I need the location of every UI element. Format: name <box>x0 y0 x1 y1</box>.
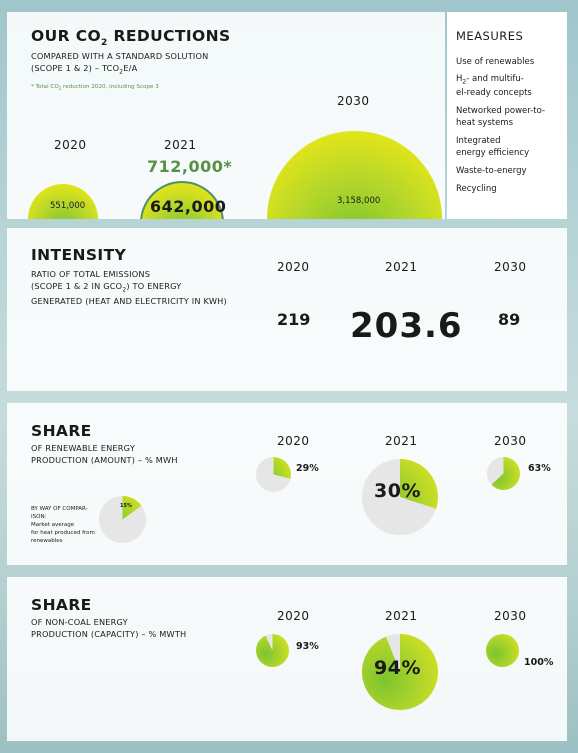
intensity-panel: INTENSITY RATIO OF TOTAL EMISSIONS (SCOP… <box>7 228 567 391</box>
reductions-footnote-text: * Total CO <box>31 84 59 90</box>
reductions-title: OUR CO2 REDUCTIONS <box>31 27 231 48</box>
intensity-subtitle-line3: GENERATED (HEAT AND ELECTRICITY IN kWh) <box>31 295 227 306</box>
renewable-label-2020: 29% <box>296 463 319 474</box>
reductions-year-2021: 2021 <box>164 138 197 152</box>
reductions-panel: OUR CO2 REDUCTIONS COMPARED WITH A STAND… <box>7 12 445 219</box>
reductions-subtitle: COMPARED WITH A STANDARD SOLUTION (SCOPE… <box>31 51 209 78</box>
bubble-label-2021: 642,000 <box>150 197 227 216</box>
noncoal-year-2021: 2021 <box>385 609 418 623</box>
comparison-line-1: BY WAY OF COMPAR- <box>31 506 88 512</box>
intensity-title: INTENSITY <box>31 246 127 264</box>
intensity-year-2020: 2020 <box>277 260 310 274</box>
renewable-year-2020: 2020 <box>277 434 310 448</box>
intensity-subtitle-line2-text: (SCOPE 1 & 2 IN gCO <box>31 280 123 291</box>
reductions-total-2021: 712,000* <box>147 157 233 176</box>
intensity-value-2021: 203.6 <box>350 306 463 346</box>
noncoal-year-2030: 2030 <box>494 609 527 623</box>
renewable-subtitle: OF RENEWABLE ENERGY PRODUCTION (AMOUNT) … <box>31 443 178 466</box>
comparison-line-4: for heat produced from <box>31 530 95 536</box>
intensity-year-2030: 2030 <box>494 260 527 274</box>
noncoal-pie-2020 <box>256 634 289 667</box>
renewable-pie-2030 <box>487 457 520 490</box>
noncoal-pie-2030 <box>486 634 519 667</box>
reductions-subtitle-line2-text: (SCOPE 1 & 2) – tCO <box>31 62 120 73</box>
reductions-title-text: OUR CO <box>31 27 102 45</box>
renewable-subtitle-line1: OF RENEWABLE ENERGY <box>31 443 136 453</box>
reductions-title-end: REDUCTIONS <box>107 27 231 45</box>
reductions-footnote: * Total CO2 reduction 2020, including Sc… <box>31 84 159 91</box>
measures-item-renewables: Use of renewables <box>456 57 534 69</box>
measures-item-recycling: Recycling <box>456 184 497 196</box>
intensity-year-2021: 2021 <box>385 260 418 274</box>
bubble-label-2020: 551,000 <box>50 201 86 211</box>
reductions-subtitle-sub: 2 <box>119 68 124 76</box>
noncoal-label-2030: 100% <box>524 657 554 668</box>
renewable-panel: SHARE OF RENEWABLE ENERGY PRODUCTION (AM… <box>7 403 567 565</box>
noncoal-panel: SHARE OF NON-COAL ENERGY PRODUCTION (CAP… <box>7 577 567 741</box>
reductions-year-2020: 2020 <box>54 138 87 152</box>
noncoal-title: SHARE <box>31 596 92 614</box>
reductions-footnote-sub: 2 <box>58 86 62 92</box>
measures-item-renewables-text: Use of renewables <box>456 57 535 67</box>
comparison-line-3: Market average <box>31 522 75 528</box>
noncoal-subtitle-line2: PRODUCTION (CAPACITY) – % MWth <box>31 628 187 639</box>
renewable-pie-2020 <box>256 457 291 492</box>
reductions-title-sub: 2 <box>101 38 108 49</box>
renewable-year-2030: 2030 <box>494 434 527 448</box>
measures-panel: MEASURES Use of renewables H2- and multi… <box>447 12 567 219</box>
renewable-comparison-pie <box>99 496 146 543</box>
noncoal-label-2021: 94% <box>374 657 421 679</box>
bubble-label-2030: 3,158,000 <box>337 196 381 206</box>
measures-item-efficiency: Integrated energy efficiency <box>456 136 529 159</box>
measures-title: MEASURES <box>456 29 524 43</box>
noncoal-subtitle-line1: OF NON-COAL ENERGY <box>31 617 128 627</box>
noncoal-label-2020: 93% <box>296 641 319 652</box>
reductions-subtitle-end: e/a <box>123 62 138 73</box>
renewable-label-2030: 63% <box>528 463 551 474</box>
intensity-subtitle-line2-end: ) TO ENERGY <box>126 280 182 291</box>
renewable-comparison-text: BY WAY OF COMPAR- ISON: Market average f… <box>31 505 95 545</box>
renewable-comparison-label: 15% <box>120 503 132 509</box>
reductions-subtitle-line2: (SCOPE 1 & 2) – tCO2e/a <box>31 63 209 78</box>
reductions-subtitle-line1: COMPARED WITH A STANDARD SOLUTION <box>31 51 209 61</box>
measures-item-efficiency-line2: energy efficiency <box>456 147 530 158</box>
comparison-line-5: renewables <box>31 538 63 544</box>
reductions-footnote-end: reduction 2020, including Scope 3 <box>61 84 159 90</box>
intensity-subtitle-sub: 2 <box>122 286 127 294</box>
intensity-value-2020: 219 <box>277 310 311 329</box>
renewable-label-2021: 30% <box>374 480 421 502</box>
noncoal-year-2020: 2020 <box>277 609 310 623</box>
renewable-subtitle-line2: PRODUCTION (AMOUNT) – % MWh <box>31 454 178 465</box>
measures-item-h2: H2- and multifu- el-ready concepts <box>456 74 532 100</box>
intensity-subtitle-line1: RATIO OF TOTAL EMISSIONS <box>31 269 151 279</box>
noncoal-subtitle: OF NON-COAL ENERGY PRODUCTION (CAPACITY)… <box>31 617 186 640</box>
measures-item-efficiency-line1: Integrated <box>456 136 501 146</box>
renewable-year-2021: 2021 <box>385 434 418 448</box>
intensity-value-2030: 89 <box>498 310 521 329</box>
reductions-year-2030: 2030 <box>337 94 370 108</box>
measures-item-waste-text: Waste-to-energy <box>456 166 527 176</box>
intensity-subtitle: RATIO OF TOTAL EMISSIONS (SCOPE 1 & 2 IN… <box>31 269 227 307</box>
comparison-line-2: ISON: <box>31 514 47 520</box>
measures-item-waste: Waste-to-energy <box>456 166 527 178</box>
measures-item-h2-rest: - and multifu- <box>466 74 524 84</box>
measures-item-networked-line2: heat systems <box>456 117 514 128</box>
intensity-subtitle-line2: (SCOPE 1 & 2 IN gCO2) TO ENERGY <box>31 281 227 296</box>
measures-item-h2-sub: 2 <box>462 78 467 86</box>
measures-item-networked: Networked power-to- heat systems <box>456 106 545 129</box>
measures-item-h2-line2: el-ready concepts <box>456 88 532 99</box>
measures-item-networked-line1: Networked power-to- <box>456 106 546 116</box>
noncoal-pie-2021 <box>362 634 438 710</box>
renewable-pie-2021 <box>362 459 438 535</box>
renewable-title: SHARE <box>31 422 92 440</box>
measures-item-recycling-text: Recycling <box>456 184 497 194</box>
measures-item-h2-line1: H2- and multifu- <box>456 74 532 88</box>
measures-item-h2-h: H <box>456 74 463 84</box>
